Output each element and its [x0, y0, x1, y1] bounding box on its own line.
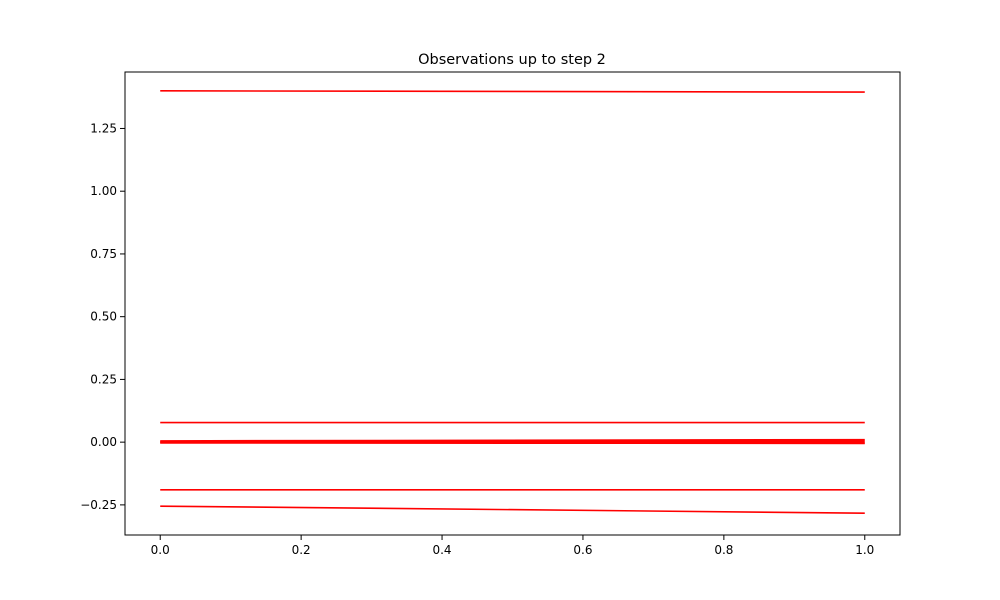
x-tick-label: 1.0 [855, 543, 874, 557]
y-tick-label: 0.50 [90, 310, 117, 324]
x-axis: 0.0 0.2 0.4 0.6 0.8 1.0 [151, 535, 874, 557]
series-line-4 [160, 440, 865, 443]
x-tick-label: 0.8 [714, 543, 733, 557]
x-tick-label: 0.0 [151, 543, 170, 557]
plot-frame [124, 71, 901, 536]
y-axis: −0.25 0.00 0.25 0.50 0.75 1.00 1.25 [80, 121, 125, 512]
y-tick-label: 0.00 [90, 435, 117, 449]
y-tick-label: 0.25 [90, 372, 117, 386]
series-layer [160, 90, 865, 514]
y-tick-label: 0.75 [90, 247, 117, 261]
y-tick-label: −0.25 [80, 498, 117, 512]
series-line-3 [160, 438, 865, 442]
series-line-6 [160, 442, 865, 445]
x-tick-label: 0.6 [573, 543, 592, 557]
y-tick-label: 1.00 [90, 184, 117, 198]
y-tick-label: 1.25 [90, 121, 117, 135]
x-tick-label: 0.4 [432, 543, 451, 557]
x-tick-label: 0.2 [292, 543, 311, 557]
series-line-1 [160, 90, 865, 93]
chart-title: Observations up to step 2 [418, 52, 606, 68]
series-line-8 [160, 505, 865, 514]
